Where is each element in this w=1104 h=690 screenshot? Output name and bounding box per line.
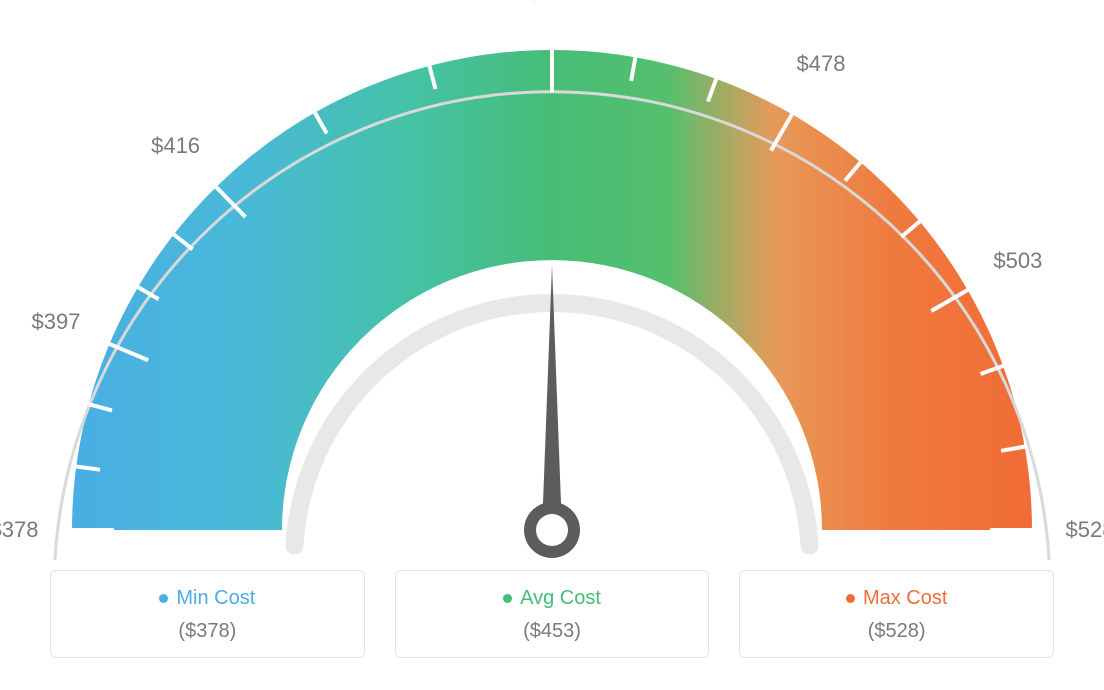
legend-dot-max (846, 594, 855, 603)
legend-dot-min (159, 594, 168, 603)
gauge-chart: $378 $397 $416 $453 $478 $503 $528 (0, 0, 1104, 560)
gauge-tick-label: $453 (528, 0, 577, 5)
legend-card-max: Max Cost ($528) (739, 570, 1054, 658)
legend-title-min: Min Cost (159, 587, 255, 610)
gauge-tick-label: $378 (0, 517, 38, 543)
legend-row: Min Cost ($378) Avg Cost ($453) Max Cost… (0, 570, 1104, 658)
legend-label-min: Min Cost (176, 587, 255, 610)
legend-value-avg: ($453) (406, 620, 699, 643)
gauge-tick-label: $397 (32, 309, 81, 335)
legend-label-avg: Avg Cost (520, 587, 601, 610)
gauge-tick-label: $503 (993, 248, 1042, 274)
gauge-tick-label: $528 (1066, 517, 1104, 543)
legend-label-max: Max Cost (863, 587, 947, 610)
legend-title-max: Max Cost (846, 587, 947, 610)
legend-value-max: ($528) (750, 620, 1043, 643)
legend-card-min: Min Cost ($378) (50, 570, 365, 658)
legend-card-avg: Avg Cost ($453) (395, 570, 710, 658)
legend-value-min: ($378) (61, 620, 354, 643)
legend-title-avg: Avg Cost (503, 587, 601, 610)
gauge-tick-label: $416 (151, 133, 200, 159)
legend-dot-avg (503, 594, 512, 603)
gauge-svg (0, 0, 1104, 560)
gauge-tick-label: $478 (797, 51, 846, 77)
